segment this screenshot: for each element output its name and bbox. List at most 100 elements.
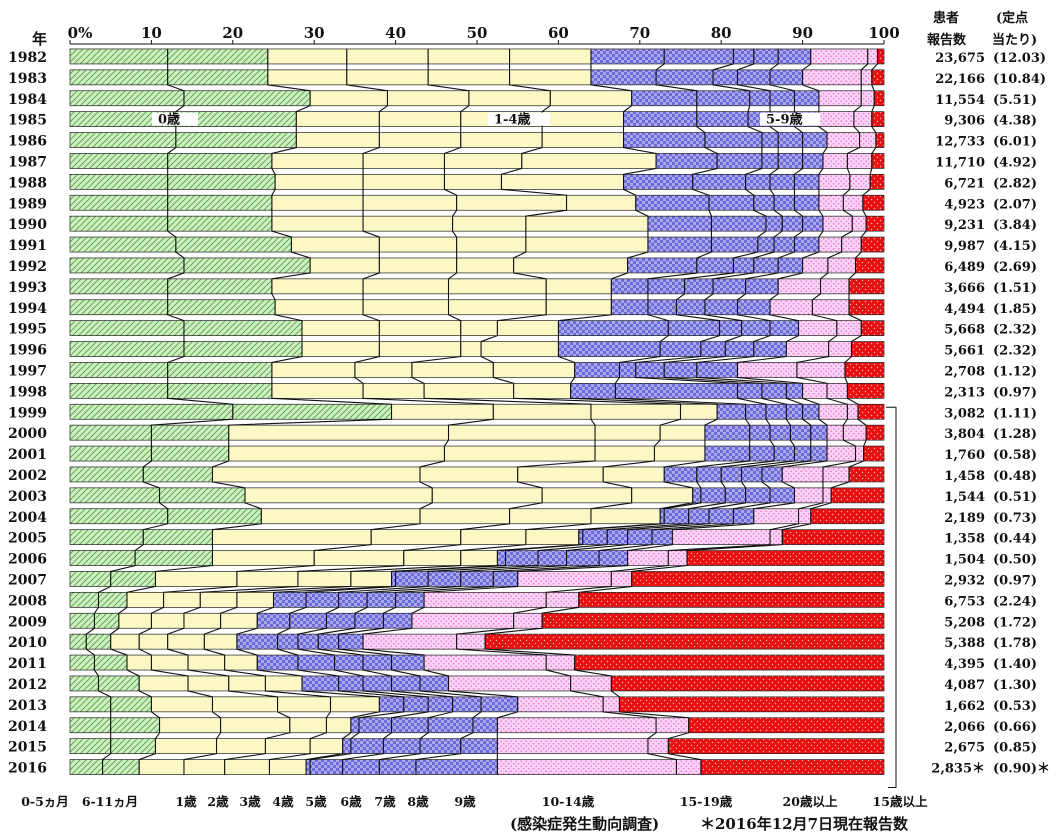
bar-segment-1996-4 xyxy=(378,341,462,357)
per-site-rate: (6.01) xyxy=(993,135,1037,150)
bar-segment-1992-7 xyxy=(627,257,698,274)
bar-segment-2016-12 xyxy=(497,759,677,775)
bar-segment-2015-11 xyxy=(460,738,498,755)
bar-segment-1992-9 xyxy=(733,257,755,274)
bar-segment-1996-6 xyxy=(480,341,559,357)
year-label: 2012 xyxy=(8,677,47,693)
bar-row-1990 xyxy=(69,215,885,232)
per-site-rate: (2.24) xyxy=(993,594,1037,609)
bar-segment-1994-1 xyxy=(69,299,169,316)
reported-count: 11,710 xyxy=(935,155,985,170)
bar-segment-1986-14 xyxy=(875,132,885,148)
bar-segment-1982-6 xyxy=(509,48,592,65)
bar-segment-2015-2 xyxy=(110,738,156,755)
bar-segment-1991-1 xyxy=(69,236,177,253)
year-label: 2009 xyxy=(8,614,47,630)
bar-row-1996 xyxy=(69,341,885,357)
bar-segment-2001-12 xyxy=(826,445,856,462)
bar-segment-1997-5 xyxy=(411,362,494,378)
year-label: 1982 xyxy=(8,50,47,66)
footnote-note: ＊2016年12月7日現在報告数 xyxy=(700,815,909,833)
bar-segment-1993-4 xyxy=(362,278,449,295)
reported-count: 1,662 xyxy=(944,699,985,714)
bar-segment-2001-5 xyxy=(594,445,655,462)
bar-segment-2008-10 xyxy=(366,591,396,608)
bar-segment-2001-3 xyxy=(228,445,445,462)
bar-segment-2003-11 xyxy=(769,487,795,504)
bar-segment-1999-11 xyxy=(802,403,820,420)
bar-segment-2011-10 xyxy=(362,654,392,671)
bar-segment-2015-14 xyxy=(667,738,885,755)
bar-segment-1992-6 xyxy=(513,257,628,274)
bar-segment-1996-8 xyxy=(659,341,702,357)
per-site-rate: (0.66) xyxy=(993,720,1037,735)
bar-segment-1996-2 xyxy=(183,341,303,357)
bar-segment-1998-6 xyxy=(513,383,571,399)
reported-count: 11,554 xyxy=(935,93,985,108)
bar-segment-1998-8 xyxy=(615,383,738,399)
grid-layer xyxy=(69,40,885,45)
bar-segment-2001-8 xyxy=(749,445,775,462)
bar-segment-1993-13 xyxy=(820,278,850,295)
bar-segment-2013-7 xyxy=(378,696,405,713)
bar-segment-1994-6 xyxy=(545,299,612,316)
bar-segment-1993-9 xyxy=(684,278,714,295)
per-site-rate: (2.82) xyxy=(993,176,1037,191)
bar-segment-2004-9 xyxy=(688,508,710,525)
x-tick-label: 80 xyxy=(711,24,732,42)
bar-segment-2013-3 xyxy=(151,696,213,713)
boundary-line-4 xyxy=(167,48,596,775)
bar-segment-2003-3 xyxy=(244,487,433,504)
bar-segment-2012-3 xyxy=(138,675,189,692)
bar-segment-1992-14 xyxy=(855,257,885,274)
bar-segment-1998-14 xyxy=(847,383,885,399)
age-group-label: 7歳 xyxy=(374,794,396,809)
reported-count: 5,668 xyxy=(944,323,985,338)
bar-segment-1989-1 xyxy=(69,194,169,211)
bar-segment-2006-14 xyxy=(686,550,885,566)
per-site-rate: (2.07) xyxy=(993,197,1037,212)
bar-segment-2010-11 xyxy=(338,633,364,650)
reported-count: 9,231 xyxy=(944,218,985,233)
bar-segment-2007-2 xyxy=(110,571,156,587)
age-group-label: 8歳 xyxy=(407,794,429,809)
bar-segment-1984-13 xyxy=(860,90,875,107)
bar-segment-2015-12 xyxy=(497,738,649,755)
bar-segment-1987-7 xyxy=(655,153,718,169)
bar-segment-1994-9 xyxy=(676,299,706,316)
bar-segment-1990-6 xyxy=(525,215,649,232)
bar-segment-1993-14 xyxy=(848,278,885,295)
bar-segment-2002-2 xyxy=(142,466,213,483)
year-label: 1985 xyxy=(8,113,47,129)
bar-segment-1995-4 xyxy=(378,320,462,336)
bar-row-1994 xyxy=(69,299,885,316)
bar-row-1993 xyxy=(69,278,885,295)
connector-lines xyxy=(85,48,897,788)
bar-segment-2002-11 xyxy=(761,466,783,483)
bar-segment-1993-10 xyxy=(712,278,746,295)
bar-segment-2003-9 xyxy=(724,487,746,504)
x-tick-label: 0% xyxy=(68,24,93,42)
bar-segment-2012-1 xyxy=(69,675,99,692)
bar-segment-1986-10 xyxy=(777,132,803,148)
year-label: 2000 xyxy=(8,426,47,442)
bar-segment-1997-13 xyxy=(796,362,846,378)
reported-count: 5,388 xyxy=(944,636,985,651)
bar-segment-2007-12 xyxy=(517,571,612,587)
bar-segment-2009-2 xyxy=(94,612,120,629)
year-label: 2008 xyxy=(8,593,47,609)
bar-segment-2013-6 xyxy=(330,696,380,713)
per-site-rate: (0.51) xyxy=(993,490,1037,505)
bar-segment-1987-6 xyxy=(521,153,657,169)
bar-segment-2001-11 xyxy=(810,445,828,462)
bar-segment-1995-11 xyxy=(769,320,799,336)
per-site-rate: (0.85) xyxy=(993,741,1037,756)
bar-segment-1989-4 xyxy=(362,194,458,211)
bar-segment-1984-6 xyxy=(549,90,633,107)
bar-segment-2005-11 xyxy=(651,529,673,546)
bar-row-1989 xyxy=(69,194,885,211)
bar-segment-1986-4 xyxy=(378,132,462,148)
age-group-label: 6歳 xyxy=(340,794,362,809)
bar-segment-2014-10 xyxy=(427,717,474,734)
bar-segment-1983-1 xyxy=(69,69,169,86)
